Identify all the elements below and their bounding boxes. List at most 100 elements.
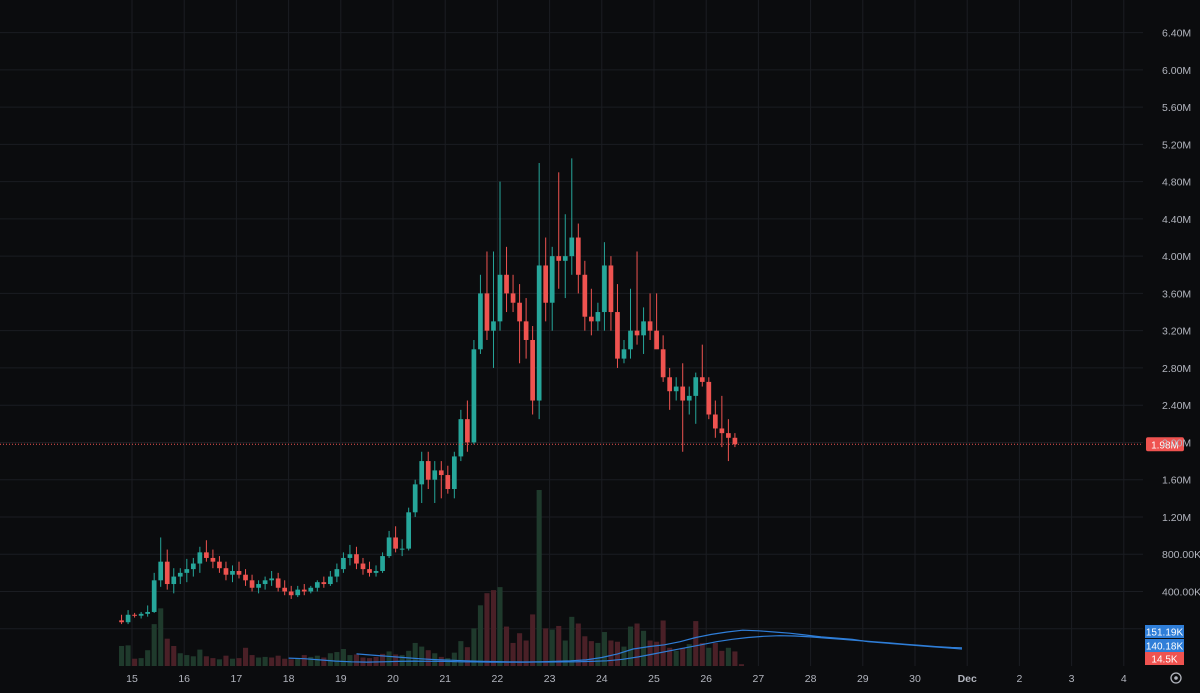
volume-bar bbox=[706, 647, 712, 666]
candle-body bbox=[380, 556, 385, 571]
price-tick-label: 4.80M bbox=[1162, 177, 1191, 189]
volume-bar bbox=[203, 656, 209, 666]
candle-body bbox=[517, 302, 522, 322]
price-axis[interactable]: 6.40M 6.00M 5.60M 5.20M 4.80M 4.40M 4.00M 3.60M… bbox=[1162, 28, 1200, 636]
time-tick-label: 24 bbox=[596, 673, 608, 685]
volume-bar bbox=[386, 651, 392, 666]
volume-bar bbox=[477, 605, 483, 666]
volume-bar bbox=[641, 630, 647, 666]
candle-body bbox=[373, 570, 379, 573]
candle-body bbox=[510, 293, 516, 303]
volume-bar bbox=[295, 658, 301, 666]
candle-body bbox=[699, 377, 705, 382]
volume-bar bbox=[490, 590, 497, 666]
volume-bar bbox=[236, 658, 242, 666]
candle-body bbox=[262, 580, 268, 585]
candle-body bbox=[543, 265, 549, 303]
volume-bar bbox=[719, 650, 725, 666]
time-tick-label: 15 bbox=[126, 673, 138, 685]
volume-bar bbox=[308, 656, 314, 666]
time-tick-label: 28 bbox=[805, 673, 817, 685]
volume-bar bbox=[621, 646, 627, 666]
volume-bar bbox=[399, 655, 405, 666]
candle-body bbox=[184, 569, 190, 573]
candle-body bbox=[301, 589, 307, 592]
volume-bar bbox=[523, 640, 529, 666]
volume-bar bbox=[197, 649, 203, 666]
volume-ma-fast-line bbox=[288, 629, 963, 663]
volume-bar bbox=[419, 646, 425, 666]
volume-bar bbox=[451, 652, 457, 666]
volume-bar bbox=[556, 625, 562, 666]
candle-body bbox=[217, 561, 222, 569]
candle-body bbox=[308, 587, 314, 592]
volume-bar bbox=[347, 655, 353, 666]
volume-bar bbox=[242, 647, 249, 666]
price-tick-label: 2.80M bbox=[1162, 363, 1191, 375]
candle-body bbox=[393, 537, 398, 549]
current-price-line: 1.98M bbox=[0, 437, 1184, 452]
price-tick-label: 400.00K bbox=[1162, 586, 1200, 598]
volume-bar bbox=[575, 623, 581, 666]
price-tick-label: 2.40M bbox=[1162, 400, 1191, 412]
candle-body bbox=[419, 461, 425, 485]
candle-body bbox=[282, 587, 288, 592]
time-tick-label: 16 bbox=[178, 673, 190, 685]
volume-bar bbox=[471, 628, 477, 666]
candle-body bbox=[164, 561, 170, 585]
price-tick-label: 1.20M bbox=[1162, 512, 1191, 524]
volume-bar bbox=[327, 653, 333, 666]
volume-bar bbox=[223, 655, 229, 666]
price-tick-label: 3.20M bbox=[1162, 326, 1191, 338]
candle-body bbox=[425, 461, 431, 480]
volume-bar bbox=[686, 644, 692, 666]
chart-settings-button[interactable] bbox=[1170, 672, 1182, 684]
volume-bar bbox=[334, 652, 340, 666]
time-axis[interactable]: 15 16 17 18 19 20 21 22 23 24 25 26 27 28 29 30 Dec 2 3 4 bbox=[126, 673, 1127, 685]
volume-bar bbox=[725, 647, 731, 666]
candle-body bbox=[647, 321, 653, 331]
candle-body bbox=[602, 265, 607, 313]
candle-body bbox=[347, 554, 353, 558]
candle-body bbox=[360, 563, 366, 570]
candle-body bbox=[132, 614, 137, 616]
gear-icon[interactable] bbox=[1170, 672, 1182, 684]
candle-body bbox=[549, 256, 555, 303]
volume-bar bbox=[164, 638, 170, 666]
volume-bar bbox=[353, 654, 360, 666]
candle-body bbox=[562, 256, 568, 261]
candle-body bbox=[151, 580, 157, 612]
time-tick-label: 20 bbox=[387, 673, 399, 685]
volume-bar bbox=[660, 620, 666, 666]
candle-body bbox=[719, 428, 725, 434]
price-tick-label: 6.40M bbox=[1162, 28, 1191, 40]
time-tick-label: 21 bbox=[439, 673, 451, 685]
candle-body bbox=[582, 274, 588, 317]
volume-bar bbox=[119, 645, 125, 666]
time-tick-label: 30 bbox=[909, 673, 921, 685]
time-tick-label: Dec bbox=[958, 673, 977, 685]
volume-bar bbox=[582, 636, 588, 666]
candle-body bbox=[465, 419, 470, 443]
candle-body bbox=[341, 557, 346, 570]
candle-body bbox=[438, 470, 444, 476]
candle-body bbox=[406, 512, 412, 549]
candle-body bbox=[660, 349, 666, 378]
candle-body bbox=[249, 580, 255, 588]
volume-bar bbox=[667, 647, 673, 666]
candle-body bbox=[706, 381, 712, 415]
price-tick-label: 4.00M bbox=[1162, 251, 1191, 263]
price-tick-label: 5.60M bbox=[1162, 102, 1191, 114]
volume-bar bbox=[314, 655, 320, 666]
volume-bar bbox=[145, 650, 151, 666]
volume-bar bbox=[503, 626, 510, 666]
time-tick-label: 26 bbox=[700, 673, 712, 685]
volume-bar bbox=[262, 656, 268, 666]
volume-bar bbox=[249, 655, 255, 666]
volume-bar bbox=[464, 647, 470, 666]
candle-body bbox=[243, 574, 248, 581]
candle-body bbox=[673, 386, 679, 392]
